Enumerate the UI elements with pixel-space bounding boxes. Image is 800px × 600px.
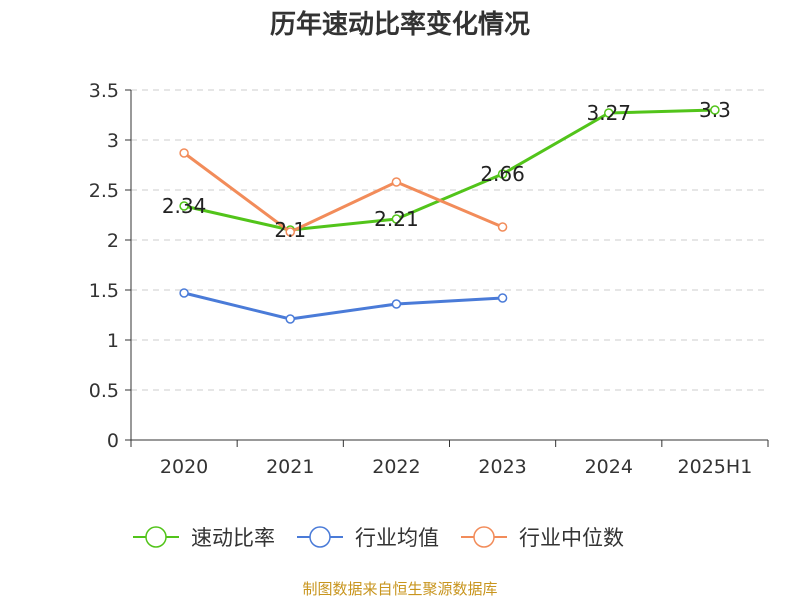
data-point: [179, 288, 189, 298]
data-point: [179, 148, 189, 158]
x-tick-label: 2022: [372, 456, 420, 478]
data-point: [497, 293, 508, 303]
data-point: [285, 227, 295, 237]
data-point: [604, 108, 614, 118]
source-note: 制图数据来自恒生聚源数据库: [302, 580, 498, 598]
legend-label-3: 行业中位数: [519, 526, 624, 550]
y-tick-label: 3: [107, 130, 119, 152]
y-tick-label: 0.5: [89, 380, 119, 402]
x-tick-label: 2021: [266, 456, 314, 478]
data-point: [497, 169, 508, 179]
y-tick-label: 1: [107, 330, 119, 352]
data-point: [391, 177, 402, 187]
chart-title: 历年速动比率变化情况: [269, 10, 530, 40]
x-tick-label: 2020: [160, 456, 208, 478]
x-tick-label: 2024: [585, 456, 633, 478]
y-tick-label: 3.5: [89, 80, 119, 102]
legend-label-2: 行业均值: [355, 526, 439, 550]
data-label: 3.27: [586, 101, 631, 125]
legend-label-1: 速动比率: [191, 526, 275, 550]
data-label: 3.3: [699, 98, 731, 122]
y-tick-label: 2: [107, 230, 119, 252]
data-point: [285, 314, 295, 324]
data-label: 2.21: [374, 207, 419, 231]
data-point: [710, 105, 720, 115]
y-tick-label: 2.5: [89, 180, 119, 202]
series-line-1: [183, 108, 715, 232]
series-line-3: [183, 151, 504, 234]
data-point: [497, 222, 508, 232]
data-label: 2.66: [480, 162, 525, 186]
legend-marker-2: [309, 526, 331, 548]
data-point: [179, 201, 189, 211]
data-point: [391, 214, 402, 224]
data-label: 2.1: [274, 218, 306, 242]
x-tick-label: 2025H1: [678, 456, 753, 478]
x-tick-label: 2023: [478, 456, 526, 478]
series-line-2: [183, 291, 503, 321]
y-tick-label: 1.5: [89, 280, 119, 302]
data-point: [391, 299, 402, 309]
data-label: 2.34: [162, 194, 207, 218]
legend-marker-3: [473, 526, 495, 548]
legend-marker-1: [145, 526, 167, 548]
y-tick-label: 0: [107, 430, 119, 452]
